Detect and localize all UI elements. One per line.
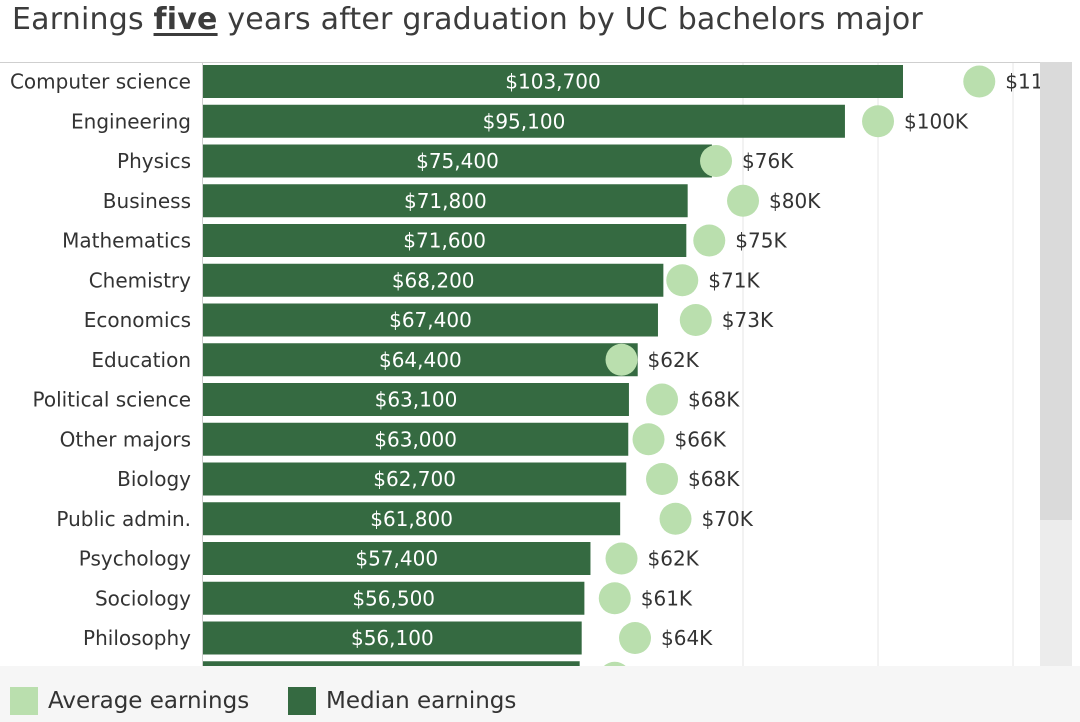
median-bar (203, 184, 688, 218)
median-value-label: $63,000 (374, 427, 457, 451)
legend-label-median: Median earnings (326, 688, 517, 714)
median-bar (203, 422, 629, 456)
category-label: Economics (84, 308, 191, 332)
average-value-label: $75K (735, 229, 787, 253)
average-dot (605, 542, 638, 575)
category-label: Other majors (60, 427, 191, 451)
average-value-label: $73K (722, 308, 774, 332)
median-value-label: $67,400 (389, 308, 472, 332)
median-bar (203, 581, 585, 615)
average-value-label: $68K (688, 467, 740, 491)
median-value-label: $95,100 (483, 109, 566, 133)
median-earnings-swatch (288, 687, 316, 715)
average-value-label: $62K (648, 348, 700, 372)
average-dot (605, 343, 638, 376)
category-label: Philosophy (83, 626, 191, 650)
median-value-label: $57,400 (355, 547, 438, 571)
average-dot (693, 224, 726, 257)
average-value-label: $66K (675, 427, 727, 451)
median-bar (203, 104, 845, 138)
category-label: Sociology (95, 586, 191, 610)
legend-item-median[interactable]: Median earnings (288, 686, 516, 716)
title-suffix: years after graduation by UC bachelors m… (217, 2, 923, 37)
median-bar (203, 343, 638, 377)
average-value-label: $115K (1005, 70, 1040, 94)
category-label: Physics (117, 149, 191, 173)
average-dot (700, 145, 733, 177)
average-value-label: $80K (769, 189, 821, 213)
scrollbar-thumb[interactable] (1040, 62, 1072, 520)
average-dot (659, 502, 692, 535)
title-emphasis: five (153, 2, 218, 37)
average-dot (963, 65, 996, 98)
category-label: Chemistry (89, 268, 191, 292)
median-bar (203, 65, 903, 98)
average-dot (619, 622, 652, 654)
legend-item-average[interactable]: Average earnings (10, 686, 249, 716)
category-label: Psychology (79, 547, 191, 571)
median-bar (203, 144, 712, 178)
average-value-label: $100K (904, 109, 969, 133)
average-value-label: $68K (688, 388, 740, 412)
average-dot (646, 463, 679, 495)
median-value-label: $56,100 (351, 626, 434, 650)
median-bar (203, 502, 621, 536)
average-value-label: $71K (708, 268, 760, 292)
legend (0, 666, 1080, 722)
average-dot (727, 184, 760, 217)
category-label: Business (103, 189, 191, 213)
median-value-label: $61,800 (370, 507, 453, 531)
average-dot (646, 383, 679, 416)
average-dot (862, 105, 895, 138)
average-dot (666, 264, 699, 297)
average-value-label: $61K (641, 586, 693, 610)
category-label: Education (91, 348, 191, 372)
median-value-label: $63,100 (375, 388, 458, 412)
chart-area[interactable]: Computer science $103,700 $115K Engineering… (0, 62, 1080, 666)
median-bar (203, 462, 627, 496)
average-dot (679, 304, 712, 336)
median-value-label: $56,500 (352, 586, 435, 610)
title-prefix: Earnings (12, 2, 154, 37)
average-earnings-swatch (10, 687, 38, 715)
median-value-label: $75,400 (416, 149, 499, 173)
median-bar (203, 224, 687, 257)
median-bar (203, 383, 629, 416)
median-value-label: $62,700 (373, 467, 456, 491)
average-value-label: $70K (702, 507, 754, 531)
median-value-label: $71,600 (403, 229, 486, 253)
category-label: Mathematics (62, 229, 191, 253)
median-bar (203, 263, 664, 297)
average-dot (598, 582, 631, 615)
category-label: Engineering (71, 109, 191, 133)
median-bar-partial (203, 661, 580, 666)
median-value-label: $68,200 (392, 268, 475, 292)
legend-label-average: Average earnings (48, 688, 250, 714)
average-dot-partial (603, 661, 626, 666)
median-value-label: $64,400 (379, 348, 462, 372)
median-bar (203, 303, 658, 337)
median-bar (203, 542, 591, 575)
chart-title: Earnings five years after graduation by … (12, 2, 923, 37)
average-value-label: $76K (742, 149, 794, 173)
average-value-label: $64K (661, 626, 713, 650)
category-label: Computer science (10, 70, 191, 94)
category-label: Political science (32, 388, 191, 412)
average-value-label: $62K (648, 547, 700, 571)
category-label: Biology (117, 467, 191, 491)
bar-chart: Computer science $103,700 $115K Engineering… (0, 62, 1040, 666)
category-label: Public admin. (56, 507, 191, 531)
average-dot (632, 423, 665, 456)
median-value-label: $71,800 (404, 189, 487, 213)
median-bar (203, 621, 582, 655)
median-value-label: $103,700 (505, 70, 600, 94)
